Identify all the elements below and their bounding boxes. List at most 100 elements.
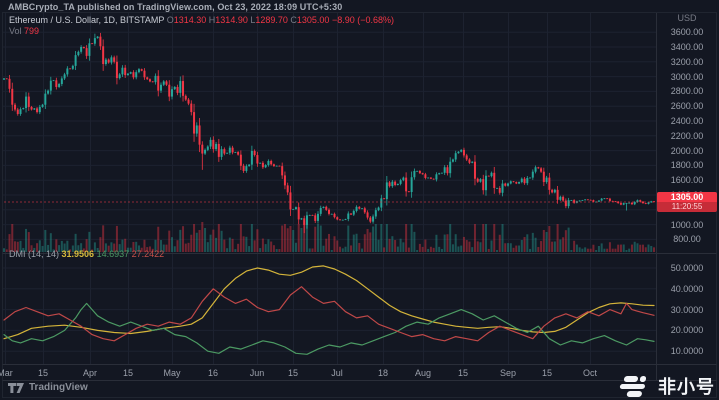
candle-body [597, 200, 600, 202]
volume-bar [14, 241, 17, 252]
volume-bar [650, 245, 653, 252]
candle-body [377, 207, 380, 211]
candle-body [391, 181, 394, 187]
volume-bar [416, 250, 419, 252]
volume-bar [165, 244, 168, 252]
volume-bar [553, 241, 556, 252]
symbol-legend: Ethereum / U.S. Dollar, 1D, BITSTAMP O13… [9, 15, 394, 25]
volume-bar [69, 249, 72, 252]
volume-bar [104, 243, 107, 252]
volume-bar [468, 241, 471, 252]
candle-body [115, 61, 118, 79]
volume-bar [339, 246, 342, 252]
volume-bar [209, 234, 212, 252]
volume-bar [363, 234, 366, 252]
tradingview-watermark[interactable]: TradingView [8, 382, 88, 393]
volume-bar [429, 246, 432, 252]
volume-bar [603, 248, 606, 252]
candle-body [432, 178, 435, 180]
candle-body [603, 198, 606, 200]
candle-body [319, 207, 322, 214]
volume-bar [608, 242, 611, 252]
candle-body [297, 207, 300, 220]
volume-bar [377, 239, 380, 252]
volume-bar [473, 224, 476, 252]
bar-countdown: 11:20:55 [657, 202, 717, 212]
candle-body [228, 147, 231, 153]
volume-bar [289, 226, 292, 252]
volume-bar [33, 247, 36, 252]
volume-legend: Vol 799 [9, 26, 39, 36]
candle-body [300, 218, 303, 220]
candle-body [553, 189, 556, 193]
candle-body [374, 210, 377, 217]
dmi-axis-tick: 20.0000 [670, 325, 704, 336]
volume-bar [311, 248, 314, 252]
volume-bar [286, 228, 289, 252]
volume-bar [126, 247, 129, 252]
candle-body [341, 219, 344, 221]
volume-bar [592, 244, 595, 252]
time-axis-tick: 18 [377, 368, 389, 378]
volume-bar [625, 250, 628, 252]
candle-body [451, 159, 454, 162]
tradingview-logo-icon [8, 382, 24, 393]
candle-body [468, 159, 471, 163]
price-axis-tick: 800.00 [673, 234, 701, 245]
candle-body [264, 165, 267, 168]
volume-bar [551, 241, 554, 252]
candle-body [363, 208, 366, 213]
candle-body [526, 177, 529, 184]
volume-bar [22, 247, 25, 252]
candle-body [542, 171, 545, 183]
candle-body [322, 206, 325, 208]
volume-bar [358, 242, 361, 252]
volume-bar [600, 243, 603, 252]
candle-body [479, 179, 482, 182]
volume-bar [545, 232, 548, 252]
volume-bar [275, 249, 278, 252]
price-axis-tick: 3400.00 [670, 42, 704, 52]
candle-body [308, 214, 311, 216]
candle-body [182, 81, 185, 96]
last-price-tag[interactable]: 1305.00 11:20:55 [657, 192, 717, 212]
candle-body [416, 170, 419, 172]
time-axis-tick: 16 [207, 368, 219, 378]
candle-body [314, 215, 317, 221]
candle-body [556, 189, 559, 200]
volume-bar [449, 224, 452, 252]
candle-body [501, 183, 504, 193]
volume-bar [25, 228, 28, 252]
volume-bar [264, 244, 267, 252]
volume-bar [330, 250, 333, 252]
candle-body [22, 108, 25, 110]
volume-bar [484, 224, 487, 252]
volume-bar [435, 234, 438, 252]
volume-bar [159, 240, 162, 252]
candle-body [195, 125, 198, 134]
candle-body [410, 177, 413, 193]
candle-body [487, 175, 490, 177]
candle-body [102, 46, 105, 65]
volume-bar [55, 239, 58, 252]
time-axis-tick: Sep [499, 368, 517, 378]
volume-bar [622, 244, 625, 252]
last-price-value: 1305.00 [670, 192, 704, 202]
price-axis-tick: 2000.00 [670, 145, 704, 156]
volume-bar [487, 248, 490, 252]
volume-bar [556, 224, 559, 252]
volume-bar [641, 244, 644, 252]
candle-body [600, 198, 603, 201]
candle-body [242, 165, 245, 171]
volume-bar [231, 238, 234, 252]
publish-header: AMBCrypto_TA published on TradingView.co… [8, 2, 343, 12]
volume-bar [457, 246, 460, 252]
candle-body [633, 202, 636, 205]
candle-body [245, 166, 248, 171]
candle-body [270, 160, 273, 165]
volume-bar [534, 237, 537, 252]
candle-body [250, 150, 253, 165]
candle-body [641, 201, 644, 204]
candle-body [358, 206, 361, 209]
